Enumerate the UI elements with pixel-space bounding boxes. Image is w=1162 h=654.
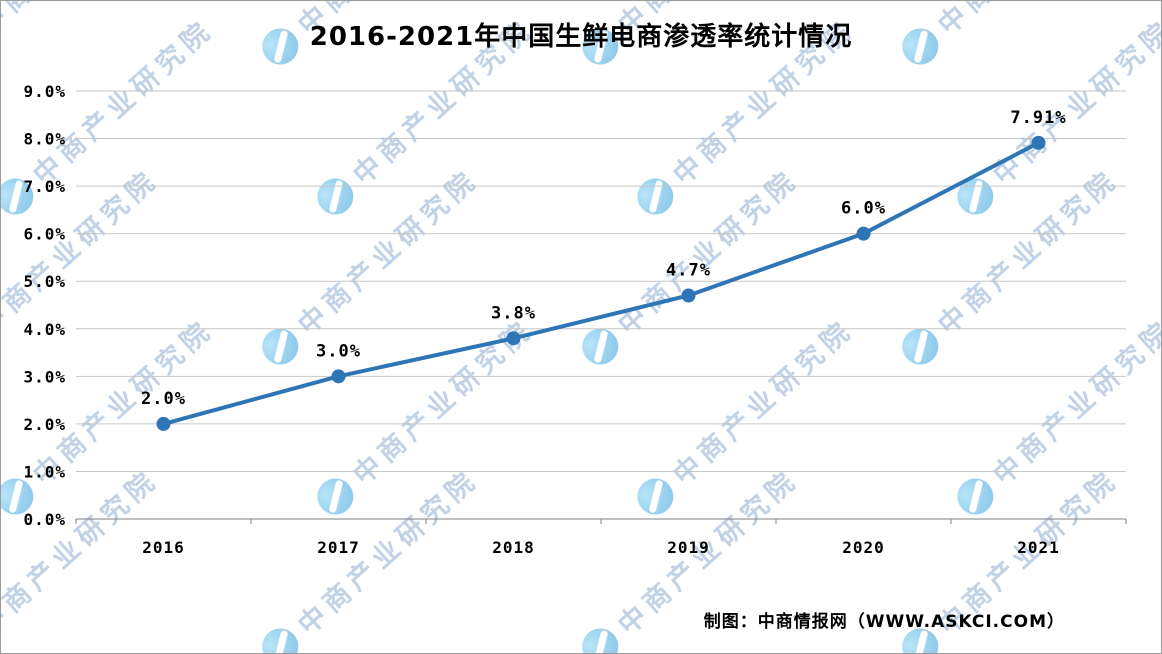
y-tick-label: 5.0% <box>23 272 66 291</box>
trend-line <box>161 140 1041 426</box>
x-tick-label: 2019 <box>667 538 710 557</box>
data-point <box>681 288 696 303</box>
data-label: 7.91% <box>1010 108 1066 128</box>
y-tick-label: 0.0% <box>23 510 66 529</box>
y-tick-label: 8.0% <box>23 130 66 149</box>
data-label: 3.0% <box>316 341 361 361</box>
y-tick-label: 9.0% <box>23 82 66 101</box>
chart-title: 2016-2021年中国生鲜电商渗透率统计情况 <box>309 22 853 52</box>
y-tick-label: 2.0% <box>23 415 66 434</box>
y-tick-label: 1.0% <box>23 462 66 481</box>
data-label: 3.8% <box>491 303 536 323</box>
data-label: 2.0% <box>141 389 186 409</box>
x-tick-label: 2021 <box>1017 538 1060 557</box>
y-tick-label: 4.0% <box>23 320 66 339</box>
data-point <box>1031 135 1046 150</box>
data-label: 4.7% <box>666 260 711 280</box>
x-tick-label: 2020 <box>842 538 885 557</box>
data-label: 6.0% <box>841 199 886 219</box>
y-tick-label: 3.0% <box>23 367 66 386</box>
y-tick-label: 6.0% <box>23 225 66 244</box>
data-point <box>331 369 346 384</box>
data-point <box>856 226 871 241</box>
x-tick-label: 2017 <box>317 538 360 557</box>
data-point <box>506 331 521 346</box>
y-tick-label: 7.0% <box>23 177 66 196</box>
data-point <box>156 416 171 431</box>
footer-credit: 制图：中商情报网（WWW.ASKCI.COM） <box>703 612 1065 632</box>
x-tick-label: 2016 <box>142 538 185 557</box>
x-tick-label: 2018 <box>492 538 535 557</box>
